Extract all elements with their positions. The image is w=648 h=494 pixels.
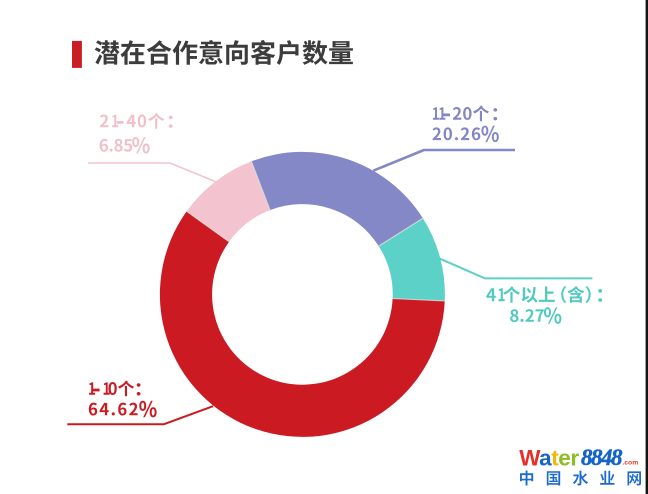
svg-text:.com: .com [622, 460, 638, 467]
svg-text:8848: 8848 [581, 445, 623, 470]
svg-text:Water: Water [519, 445, 579, 470]
